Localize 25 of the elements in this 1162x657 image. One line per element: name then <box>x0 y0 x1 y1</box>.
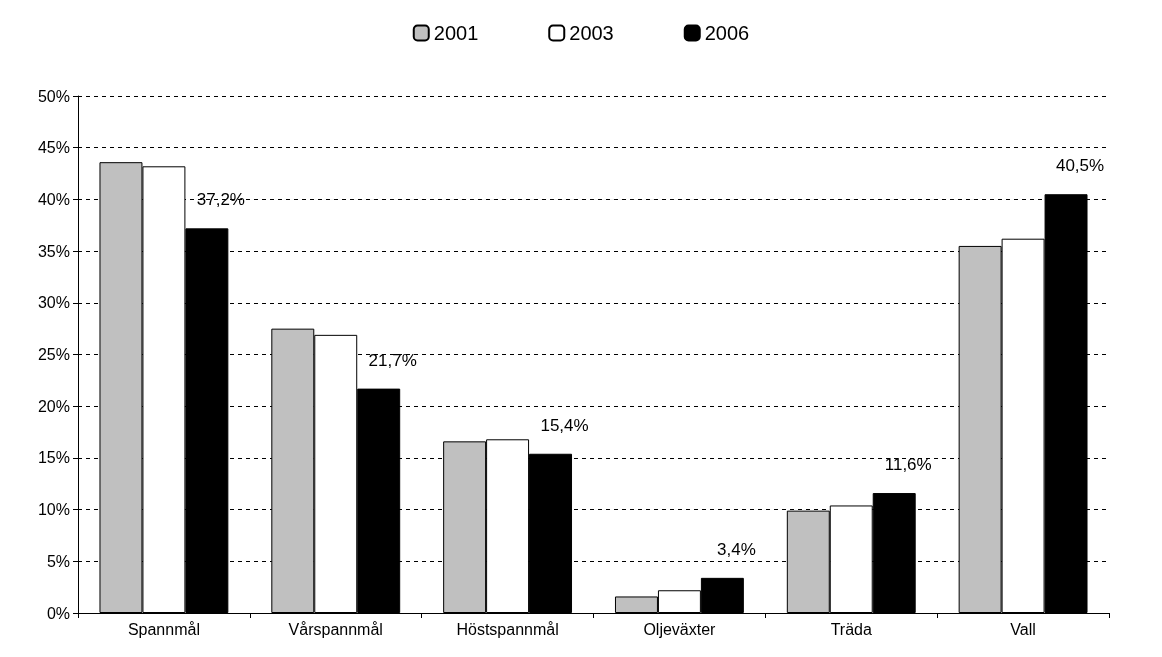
legend-label: 2003 <box>569 22 614 44</box>
data-label: 15,4% <box>540 415 589 435</box>
data-label: 40,5% <box>1055 156 1105 176</box>
y-tick-label: 5% <box>46 552 70 570</box>
legend-label: 2001 <box>433 22 479 44</box>
x-tick-label: Spannmål <box>127 620 200 638</box>
y-tick-label: 35% <box>37 242 70 260</box>
y-tick-label: 10% <box>37 501 70 519</box>
x-tick-label: Höstspannmål <box>456 620 559 638</box>
x-tick-label: Vall <box>1010 620 1036 638</box>
y-tick-label: 25% <box>37 346 70 363</box>
legend-label: 2006 <box>704 22 750 44</box>
y-tick-label: 30% <box>37 294 70 312</box>
y-tick-label: 50% <box>37 87 70 105</box>
y-tick-label: 45% <box>37 139 70 157</box>
y-tick-label: 0% <box>46 604 70 622</box>
y-tick-label: 40% <box>37 190 70 208</box>
x-tick-label: Vårspannmål <box>288 620 383 638</box>
data-label: 37,2% <box>196 190 245 210</box>
x-tick-label: Oljeväxter <box>643 620 717 638</box>
x-tick-label: Träda <box>830 620 872 638</box>
y-tick-label: 15% <box>37 449 70 467</box>
y-tick-label: 20% <box>37 397 70 415</box>
data-label: 21,7% <box>368 350 417 370</box>
data-label: 3,4% <box>717 539 756 559</box>
